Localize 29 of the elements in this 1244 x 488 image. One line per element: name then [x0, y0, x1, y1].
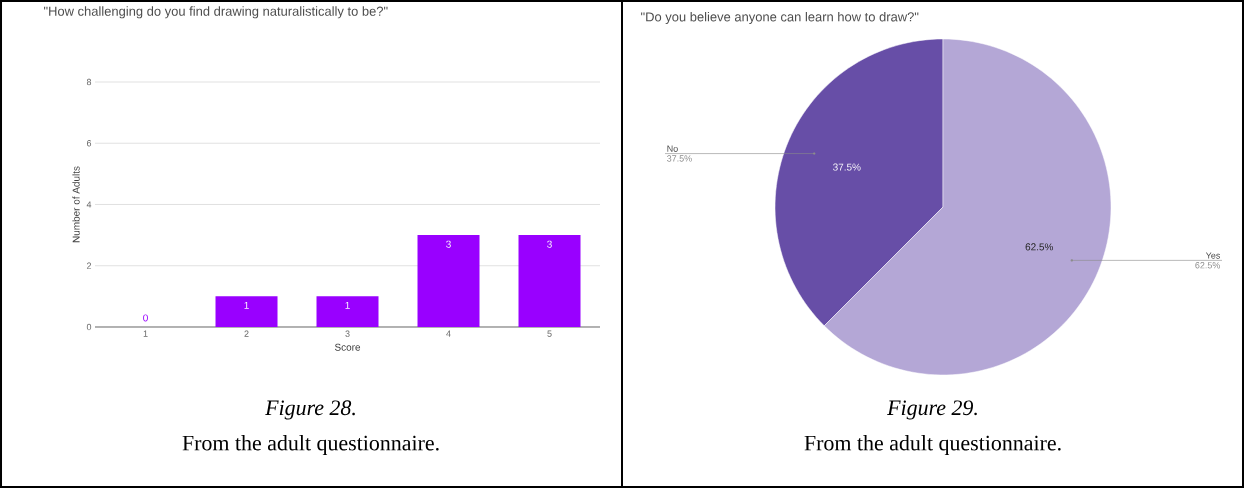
text: 62.5%	[1195, 262, 1220, 269]
caption: Figure 28.	[265, 400, 355, 420]
x-tick-label: 5	[547, 330, 552, 337]
caption: Figure 29.	[887, 400, 977, 420]
y-tick-label: 6	[86, 140, 92, 147]
data-label: 1	[345, 301, 350, 309]
x-tick-label: 4	[446, 330, 451, 337]
text: 37.5%	[667, 155, 692, 162]
data-label: 0	[143, 314, 148, 322]
data-label: 62.5%	[1025, 243, 1053, 251]
y-tick-label: 0	[86, 323, 92, 331]
chart-title: "How challenging do you find drawing naturalistically to be?"	[44, 6, 388, 19]
y-tick-label: 2	[86, 262, 92, 269]
chart-title: "Do you believe anyone can learn how to draw?"	[641, 11, 919, 25]
x-tick-label: 2	[244, 330, 249, 337]
x-tick-label: 1	[143, 330, 148, 337]
y-tick-label: 8	[86, 78, 92, 86]
x-tick-label: 3	[345, 330, 350, 337]
y-axis-title: Number of Adults	[72, 166, 80, 243]
data-label: 1	[244, 301, 249, 309]
y-tick-label: 4	[86, 201, 92, 208]
data-label: 3	[547, 240, 552, 248]
text: From the adult questionnaire.	[804, 435, 1061, 455]
slice-label: No	[667, 145, 678, 152]
data-label: 37.5%	[833, 163, 861, 171]
data-label: 3	[446, 240, 451, 248]
text: From the adult questionnaire.	[182, 435, 439, 455]
x-axis-title: Score	[334, 343, 361, 351]
slice-label: Yes	[1205, 252, 1220, 259]
